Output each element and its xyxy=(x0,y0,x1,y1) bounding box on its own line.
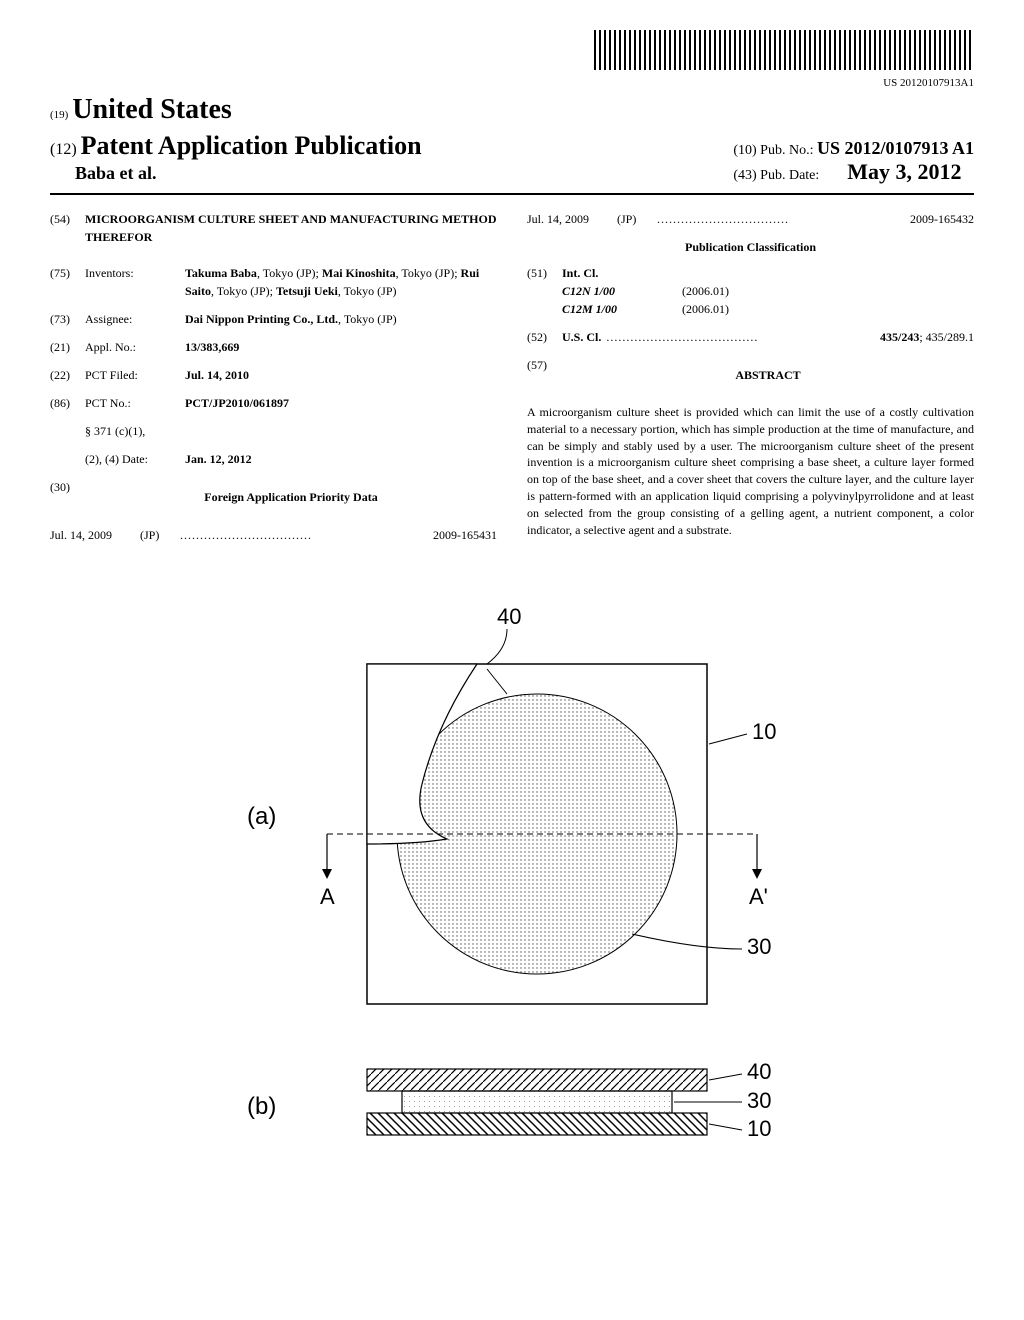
abstract-header: (57) ABSTRACT xyxy=(527,356,974,394)
pub-date: May 3, 2012 xyxy=(847,159,961,184)
pub-type: Patent Application Publication xyxy=(81,131,422,160)
assignee-row: (73) Assignee: Dai Nippon Printing Co., … xyxy=(50,310,497,328)
pctfiled-value: Jul. 14, 2010 xyxy=(185,366,497,384)
priority-date-0: Jul. 14, 2009 xyxy=(50,526,140,544)
priority-dots-1: ................................. xyxy=(657,210,910,228)
fig-label-A-prime: A' xyxy=(749,884,768,909)
fig-label-a: (a) xyxy=(247,803,276,830)
assignee-value: Dai Nippon Printing Co., Ltd., Tokyo (JP… xyxy=(185,310,497,328)
pctno-row: (86) PCT No.: PCT/JP2010/061897 xyxy=(50,394,497,412)
left-column: (54) MICROORGANISM CULTURE SHEET AND MAN… xyxy=(50,210,497,554)
section371-label1: § 371 (c)(1), xyxy=(85,422,220,440)
intcl-label: Int. Cl. xyxy=(562,266,598,280)
fig-label-A: A xyxy=(320,884,335,909)
uscl-num: (52) xyxy=(527,328,562,346)
section371-row1: § 371 (c)(1), xyxy=(50,422,497,440)
intcl-content: Int. Cl. C12N 1/00 (2006.01) C12M 1/00 (… xyxy=(562,264,974,318)
fig-ref-10-a: 10 xyxy=(752,719,776,744)
priority-row-1: Jul. 14, 2009 (JP) .....................… xyxy=(527,210,974,228)
header-title: (19) United States xyxy=(50,94,974,126)
pub-type-num: (12) xyxy=(50,141,77,158)
uscl-dots: ...................................... xyxy=(601,328,880,346)
applno-value: 13/383,669 xyxy=(185,338,497,356)
pctno-num: (86) xyxy=(50,394,85,412)
title-row: (54) MICROORGANISM CULTURE SHEET AND MAN… xyxy=(50,210,497,254)
pub-left: (12) Patent Application Publication Baba… xyxy=(50,131,422,184)
priority-header: (30) Foreign Application Priority Data xyxy=(50,478,497,516)
fig-ref-40-a: 40 xyxy=(497,604,521,629)
intcl-num: (51) xyxy=(527,264,562,318)
applno-label: Appl. No.: xyxy=(85,338,185,356)
priority-country-0: (JP) xyxy=(140,526,180,544)
pub-no-num: (10) xyxy=(733,143,756,158)
section371-value: Jan. 12, 2012 xyxy=(185,450,497,468)
pctno-label: PCT No.: xyxy=(85,394,185,412)
invention-title: MICROORGANISM CULTURE SHEET AND MANUFACT… xyxy=(85,210,497,246)
two-column-layout: (54) MICROORGANISM CULTURE SHEET AND MAN… xyxy=(50,210,974,554)
title-num: (54) xyxy=(50,210,85,254)
pub-right: (10) Pub. No.: US 2012/0107913 A1 (43) P… xyxy=(733,138,974,185)
priority-num: (30) xyxy=(50,478,85,516)
inventors-num: (75) xyxy=(50,264,85,300)
fig-ref-30-a: 30 xyxy=(747,934,771,959)
priority-row-0: Jul. 14, 2009 (JP) .....................… xyxy=(50,526,497,544)
priority-number-1: 2009-165432 xyxy=(910,210,974,228)
figure-area: (a) 40 10 30 A A' (b) 40 30 xyxy=(50,594,974,1179)
patent-figure-svg: (a) 40 10 30 A A' (b) 40 30 xyxy=(187,594,837,1174)
intcl-year-0: (2006.01) xyxy=(682,282,729,300)
pub-date-label: Pub. Date: xyxy=(760,168,819,183)
inventors-label: Inventors: xyxy=(85,264,185,300)
country: United States xyxy=(72,94,231,125)
pctfiled-num: (22) xyxy=(50,366,85,384)
pub-no-label: Pub. No.: xyxy=(760,143,813,158)
applno-num: (21) xyxy=(50,338,85,356)
priority-date-1: Jul. 14, 2009 xyxy=(527,210,617,228)
barcode-area: US 20120107913A1 xyxy=(50,30,974,89)
inventors-value: Takuma Baba, Tokyo (JP); Mai Kinoshita, … xyxy=(185,264,497,300)
abstract-title: ABSTRACT xyxy=(562,366,974,384)
applno-row: (21) Appl. No.: 13/383,669 xyxy=(50,338,497,356)
abstract-text: A microorganism culture sheet is provide… xyxy=(527,404,974,538)
barcode-graphic xyxy=(594,30,974,70)
pub-date-num: (43) xyxy=(733,168,756,183)
section371-row2: (2), (4) Date: Jan. 12, 2012 xyxy=(50,450,497,468)
country-num: (19) xyxy=(50,109,68,121)
priority-country-1: (JP) xyxy=(617,210,657,228)
intcl-code-1: C12M 1/00 xyxy=(562,300,682,318)
priority-title: Foreign Application Priority Data xyxy=(85,488,497,506)
uscl-value: 435/243; 435/289.1 xyxy=(880,328,974,346)
publication-line: (12) Patent Application Publication Baba… xyxy=(50,131,974,185)
barcode-text: US 20120107913A1 xyxy=(50,77,974,89)
priority-number-0: 2009-165431 xyxy=(433,526,497,544)
pctno-value: PCT/JP2010/061897 xyxy=(185,394,497,412)
fig-ref-30-b: 30 xyxy=(747,1088,771,1113)
section371-label2: (2), (4) Date: xyxy=(85,450,185,468)
inventors-row: (75) Inventors: Takuma Baba, Tokyo (JP);… xyxy=(50,264,497,300)
assignee-label: Assignee: xyxy=(85,310,185,328)
right-column: Jul. 14, 2009 (JP) .....................… xyxy=(527,210,974,554)
pctfiled-row: (22) PCT Filed: Jul. 14, 2010 xyxy=(50,366,497,384)
fig-ref-10-b: 10 xyxy=(747,1116,771,1141)
priority-dots-0: ................................. xyxy=(180,526,433,544)
abstract-num: (57) xyxy=(527,356,562,394)
divider xyxy=(50,193,974,195)
fig-ref-40-b: 40 xyxy=(747,1059,771,1084)
assignee-num: (73) xyxy=(50,310,85,328)
intcl-row: (51) Int. Cl. C12N 1/00 (2006.01) C12M 1… xyxy=(527,264,974,318)
pub-class-title: Publication Classification xyxy=(527,238,974,256)
uscl-row: (52) U.S. Cl. ..........................… xyxy=(527,328,974,346)
intcl-year-1: (2006.01) xyxy=(682,300,729,318)
fig-label-b: (b) xyxy=(247,1093,276,1120)
pub-no: US 2012/0107913 A1 xyxy=(817,138,974,158)
uscl-label: U.S. Cl. xyxy=(562,330,601,344)
pctfiled-label: PCT Filed: xyxy=(85,366,185,384)
authors: Baba et al. xyxy=(50,163,422,184)
intcl-code-0: C12N 1/00 xyxy=(562,282,682,300)
